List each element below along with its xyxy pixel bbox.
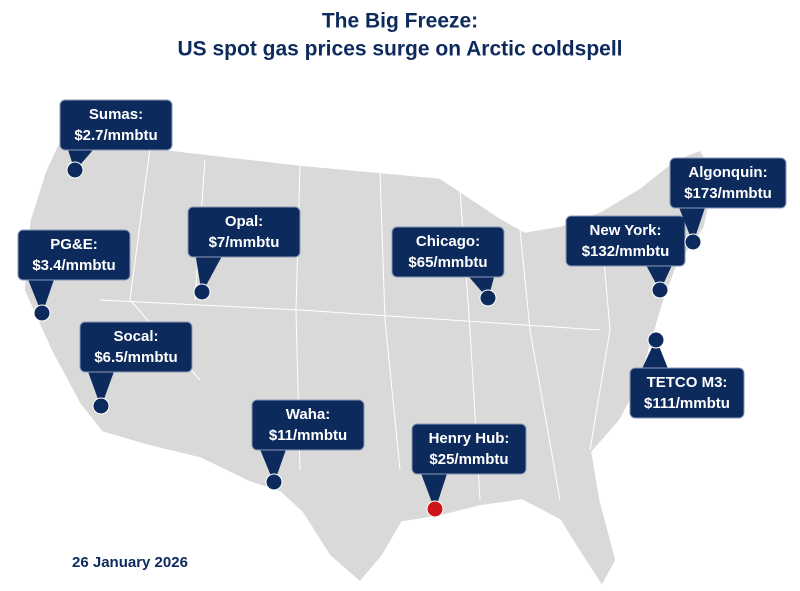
callout-box [17,229,131,281]
hub-dot [92,397,110,415]
hub-price: $25/mmbtu [429,451,508,468]
hub-dot [265,473,283,491]
callout-box [187,206,301,258]
hub-dot [66,161,84,179]
hub-name: PG&E: [50,236,98,253]
hub-price: $111/mmbtu [644,395,730,412]
hub-dot [651,281,669,299]
hub-name: Algonquin: [688,164,767,181]
callout-box [59,99,173,151]
hub-price: $7/mmbtu [209,234,280,251]
hub-price: $65/mmbtu [408,254,487,271]
hub-price: $6.5/mmbtu [94,349,177,366]
callout-box [629,367,745,419]
hub-name: New York: [590,222,662,239]
callout-box [391,226,505,278]
hub-name: Chicago: [416,233,480,250]
callout-box [251,399,365,451]
hub-name: TETCO M3: [647,374,728,391]
hub-dot [33,304,51,322]
title-line-1: The Big Freeze: [322,10,478,33]
callout-box [411,423,527,475]
hub-price: $173/mmbtu [684,185,772,202]
hub-dot [426,500,444,518]
hub-name: Henry Hub: [429,430,510,447]
hub-name: Opal: [225,213,263,230]
callout-box [79,321,193,373]
date: 26 January 2026 [72,554,188,571]
callout-box [669,157,787,209]
hub-dot [479,289,497,307]
hub-price: $3.4/mmbtu [32,257,115,274]
hub-price: $2.7/mmbtu [74,127,157,144]
hub-dot [684,233,702,251]
hub-dot [647,331,665,349]
hub-name: Sumas: [89,106,143,123]
title-line-2: US spot gas prices surge on Arctic colds… [177,38,622,61]
hub-dot [193,283,211,301]
hub-price: $132/mmbtu [582,243,670,260]
hub-name: Waha: [286,406,330,423]
hub-name: Socal: [113,328,158,345]
hub-price: $11/mmbtu [269,427,347,444]
